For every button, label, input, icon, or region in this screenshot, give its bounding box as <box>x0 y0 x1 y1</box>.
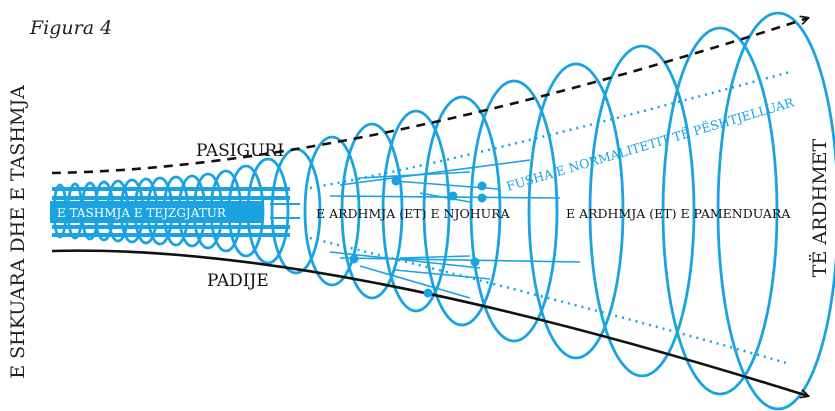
scenario-point <box>470 257 480 267</box>
normality-field-label: FUSHA E NORMALITETIT TË PËSHTJELLUAR <box>504 93 796 193</box>
future-ring <box>527 62 625 360</box>
known-future-label: E ARDHMJA (ET) E NJOHURA <box>316 206 511 221</box>
extended-present-band <box>52 187 300 237</box>
right-axis-label: TË ARDHMET <box>808 138 831 277</box>
future-ring <box>588 44 696 378</box>
extended-present-label: E TASHMJA E TEJZGJATUR <box>57 206 227 220</box>
scenario-point <box>349 254 359 264</box>
scenario-point <box>477 193 487 203</box>
scenario-point <box>391 176 401 186</box>
future-ring <box>661 26 779 396</box>
future-ring <box>381 109 451 313</box>
normality-lower-dotted-line <box>309 236 791 366</box>
future-ring <box>270 147 322 275</box>
future-ring <box>716 11 835 411</box>
scenario-points <box>349 176 487 298</box>
scenario-point <box>477 181 487 191</box>
future-ring <box>422 95 502 327</box>
ignorance-curve <box>51 249 808 396</box>
future-ring <box>469 79 559 343</box>
scenario-point <box>423 288 433 298</box>
uncertainty-label: PASIGURI <box>196 141 284 161</box>
unthought-future-label: E ARDHMJA (ET) E PAMENDUARA <box>566 206 791 221</box>
extended-present-box <box>50 201 262 223</box>
figure-label: Figura 4 <box>29 17 112 39</box>
ignorance-label: PADIJE <box>207 271 269 291</box>
future-ring <box>340 122 404 300</box>
left-axis-label: E SHKUARA DHE E TASHMJA <box>7 85 29 379</box>
uncertainty-curve <box>51 18 808 175</box>
future-ring <box>303 135 361 287</box>
scenario-point <box>448 191 458 201</box>
